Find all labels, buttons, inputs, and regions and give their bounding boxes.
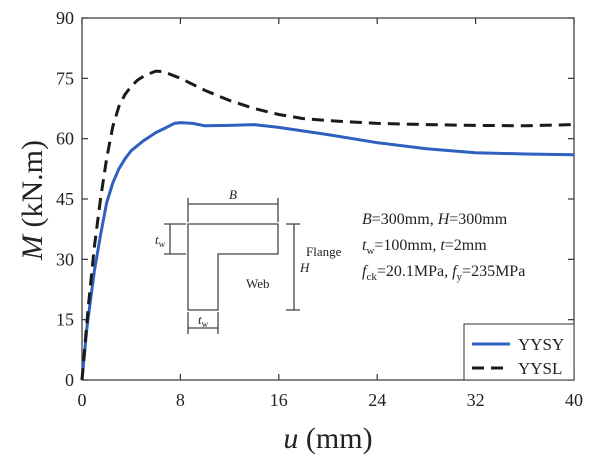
tick-labels: 0 8 16 24 32 40 0 15 30 45 60 75 90 — [56, 8, 583, 410]
x-tick-label-0: 0 — [78, 390, 87, 410]
web-label: Web — [246, 276, 270, 291]
legend-label-yysl: YYSL — [518, 359, 562, 378]
dim-tw-top-label: tw — [155, 232, 166, 249]
series-layer — [80, 69, 575, 381]
dim-tw-bottom-label: tw — [198, 312, 209, 329]
y-tick-label-5: 75 — [56, 68, 74, 88]
x-axis-title: u (mm) — [283, 422, 372, 455]
x-tick-label-1: 8 — [176, 390, 185, 410]
section-outline — [187, 223, 279, 311]
param-line-2: tw=100mm, t=2mm — [362, 237, 487, 257]
flange-label: Flange — [306, 244, 342, 259]
y-tick-label-0: 0 — [65, 370, 74, 390]
legend: YYSY YYSL — [463, 323, 575, 381]
y-axis-title: M (kN.m) — [16, 140, 49, 261]
dim-H-label: H — [299, 260, 310, 275]
y-tick-label-4: 60 — [56, 129, 74, 149]
y-tick-label-3: 45 — [56, 189, 74, 209]
x-tick-label-2: 16 — [270, 390, 288, 410]
cross-section-labels: B H tw tw Web Flange — [155, 187, 342, 329]
param-line-3: fck=20.1MPa, fy=235MPa — [362, 263, 525, 283]
y-tick-label-6: 90 — [56, 8, 74, 28]
parameter-text: B=300mm, H=300mm tw=100mm, t=2mm fck=20.… — [362, 211, 525, 283]
x-tick-label-3: 24 — [368, 390, 386, 410]
y-tick-label-2: 30 — [56, 249, 74, 269]
x-tick-label-4: 32 — [467, 390, 485, 410]
series-line-yysy — [80, 121, 575, 381]
legend-label-yysy: YYSY — [518, 335, 564, 354]
x-tick-label-5: 40 — [565, 390, 583, 410]
param-line-1: B=300mm, H=300mm — [362, 211, 508, 228]
y-tick-label-1: 15 — [56, 310, 74, 330]
dim-B-label: B — [229, 187, 237, 202]
axis-titles: u (mm) M (kN.m) — [16, 140, 373, 455]
series-line-yysl — [80, 69, 575, 381]
cross-section-diagram — [164, 198, 300, 334]
legend-box — [463, 323, 575, 381]
